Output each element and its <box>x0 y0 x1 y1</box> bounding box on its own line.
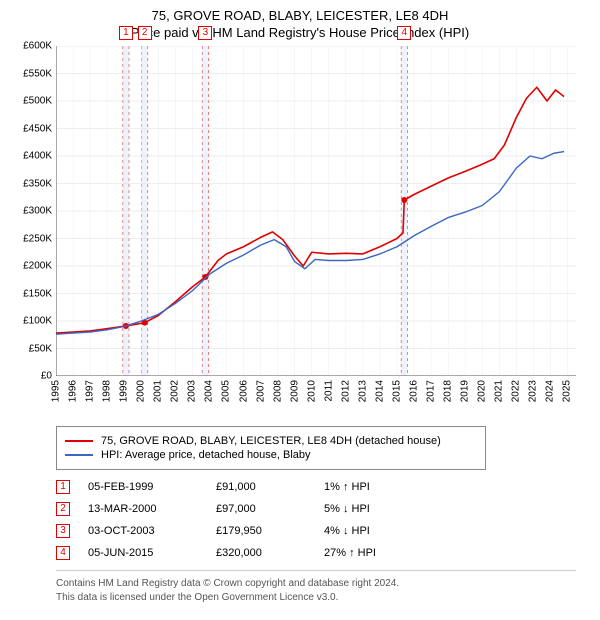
y-tick-label: £400K <box>23 151 52 162</box>
x-tick-label: 2004 <box>204 380 215 402</box>
x-tick-label: 1997 <box>85 380 96 402</box>
x-tick-label: 2016 <box>409 380 420 402</box>
title-address: 75, GROVE ROAD, BLABY, LEICESTER, LE8 4D… <box>12 8 588 23</box>
chart-area: £0£50K£100K£150K£200K£250K£300K£350K£400… <box>12 46 588 420</box>
sale-price: £97,000 <box>216 503 306 515</box>
x-tick-label: 2022 <box>511 380 522 402</box>
sale-row: 2 13-MAR-2000 £97,000 5% ↓ HPI <box>56 498 556 520</box>
chart-container: 75, GROVE ROAD, BLABY, LEICESTER, LE8 4D… <box>0 0 600 612</box>
x-tick-label: 2020 <box>477 380 488 402</box>
y-tick-label: £50K <box>29 343 52 354</box>
sale-price: £179,950 <box>216 525 306 537</box>
sale-number-box: 3 <box>56 524 70 538</box>
x-axis-labels: 1995199619971998199920002001200220032004… <box>56 376 576 420</box>
x-tick-label: 2013 <box>357 380 368 402</box>
x-tick-label: 1996 <box>68 380 79 402</box>
sale-hpi-diff: 1% ↑ HPI <box>324 481 434 493</box>
legend-row: HPI: Average price, detached house, Blab… <box>65 449 477 461</box>
sale-row: 3 03-OCT-2003 £179,950 4% ↓ HPI <box>56 520 556 542</box>
sale-date: 03-OCT-2003 <box>88 525 198 537</box>
x-tick-label: 2003 <box>187 380 198 402</box>
y-tick-label: £100K <box>23 316 52 327</box>
sale-hpi-diff: 27% ↑ HPI <box>324 547 434 559</box>
legend-row: 75, GROVE ROAD, BLABY, LEICESTER, LE8 4D… <box>65 435 477 447</box>
sale-marker-2: 2 <box>138 26 152 40</box>
sale-price: £320,000 <box>216 547 306 559</box>
sale-date: 13-MAR-2000 <box>88 503 198 515</box>
legend-label: HPI: Average price, detached house, Blab… <box>101 449 311 461</box>
x-tick-label: 2011 <box>323 380 334 402</box>
sale-row: 1 05-FEB-1999 £91,000 1% ↑ HPI <box>56 476 556 498</box>
legend-swatch <box>65 454 93 456</box>
y-tick-label: £600K <box>23 41 52 52</box>
x-tick-label: 2012 <box>340 380 351 402</box>
y-tick-label: £200K <box>23 261 52 272</box>
x-tick-label: 2025 <box>562 380 573 402</box>
plot-region: 1234 <box>56 46 576 376</box>
sale-number-box: 2 <box>56 502 70 516</box>
legend: 75, GROVE ROAD, BLABY, LEICESTER, LE8 4D… <box>56 426 486 470</box>
x-tick-label: 2023 <box>528 380 539 402</box>
x-tick-label: 2024 <box>545 380 556 402</box>
footer-line2: This data is licensed under the Open Gov… <box>56 591 576 605</box>
sale-hpi-diff: 5% ↓ HPI <box>324 503 434 515</box>
x-tick-label: 2017 <box>426 380 437 402</box>
sale-marker-1: 1 <box>119 26 133 40</box>
y-tick-label: £300K <box>23 206 52 217</box>
x-tick-label: 2008 <box>272 380 283 402</box>
sale-date: 05-JUN-2015 <box>88 547 198 559</box>
sale-number-box: 4 <box>56 546 70 560</box>
y-tick-label: £350K <box>23 178 52 189</box>
x-tick-label: 2015 <box>391 380 402 402</box>
sale-marker-3: 3 <box>198 26 212 40</box>
x-tick-label: 2019 <box>460 380 471 402</box>
sale-marker-4: 4 <box>397 26 411 40</box>
x-tick-label: 2010 <box>306 380 317 402</box>
y-tick-label: £450K <box>23 123 52 134</box>
x-tick-label: 1999 <box>119 380 130 402</box>
x-tick-label: 2018 <box>443 380 454 402</box>
y-tick-label: £500K <box>23 96 52 107</box>
y-tick-label: £550K <box>23 68 52 79</box>
footer-line1: Contains HM Land Registry data © Crown c… <box>56 577 576 591</box>
y-tick-label: £250K <box>23 233 52 244</box>
sale-date: 05-FEB-1999 <box>88 481 198 493</box>
x-tick-label: 2000 <box>136 380 147 402</box>
y-tick-label: £150K <box>23 288 52 299</box>
sale-row: 4 05-JUN-2015 £320,000 27% ↑ HPI <box>56 542 556 564</box>
legend-swatch <box>65 440 93 442</box>
x-tick-label: 2005 <box>221 380 232 402</box>
x-tick-label: 1995 <box>51 380 62 402</box>
x-tick-label: 2001 <box>153 380 164 402</box>
plot-svg <box>56 46 576 376</box>
footer-attribution: Contains HM Land Registry data © Crown c… <box>56 570 576 604</box>
sale-price: £91,000 <box>216 481 306 493</box>
title-block: 75, GROVE ROAD, BLABY, LEICESTER, LE8 4D… <box>12 8 588 40</box>
x-tick-label: 1998 <box>102 380 113 402</box>
sale-hpi-diff: 4% ↓ HPI <box>324 525 434 537</box>
x-tick-label: 2007 <box>255 380 266 402</box>
sales-table: 1 05-FEB-1999 £91,000 1% ↑ HPI 2 13-MAR-2000 £… <box>56 476 556 564</box>
sale-number-box: 1 <box>56 480 70 494</box>
x-tick-label: 2002 <box>170 380 181 402</box>
x-tick-label: 2009 <box>289 380 300 402</box>
x-tick-label: 2014 <box>374 380 385 402</box>
title-subtitle: Price paid vs. HM Land Registry's House … <box>12 25 588 40</box>
x-tick-label: 2021 <box>494 380 505 402</box>
y-axis-labels: £0£50K£100K£150K£200K£250K£300K£350K£400… <box>12 46 54 376</box>
x-tick-label: 2006 <box>238 380 249 402</box>
legend-label: 75, GROVE ROAD, BLABY, LEICESTER, LE8 4D… <box>101 435 441 447</box>
